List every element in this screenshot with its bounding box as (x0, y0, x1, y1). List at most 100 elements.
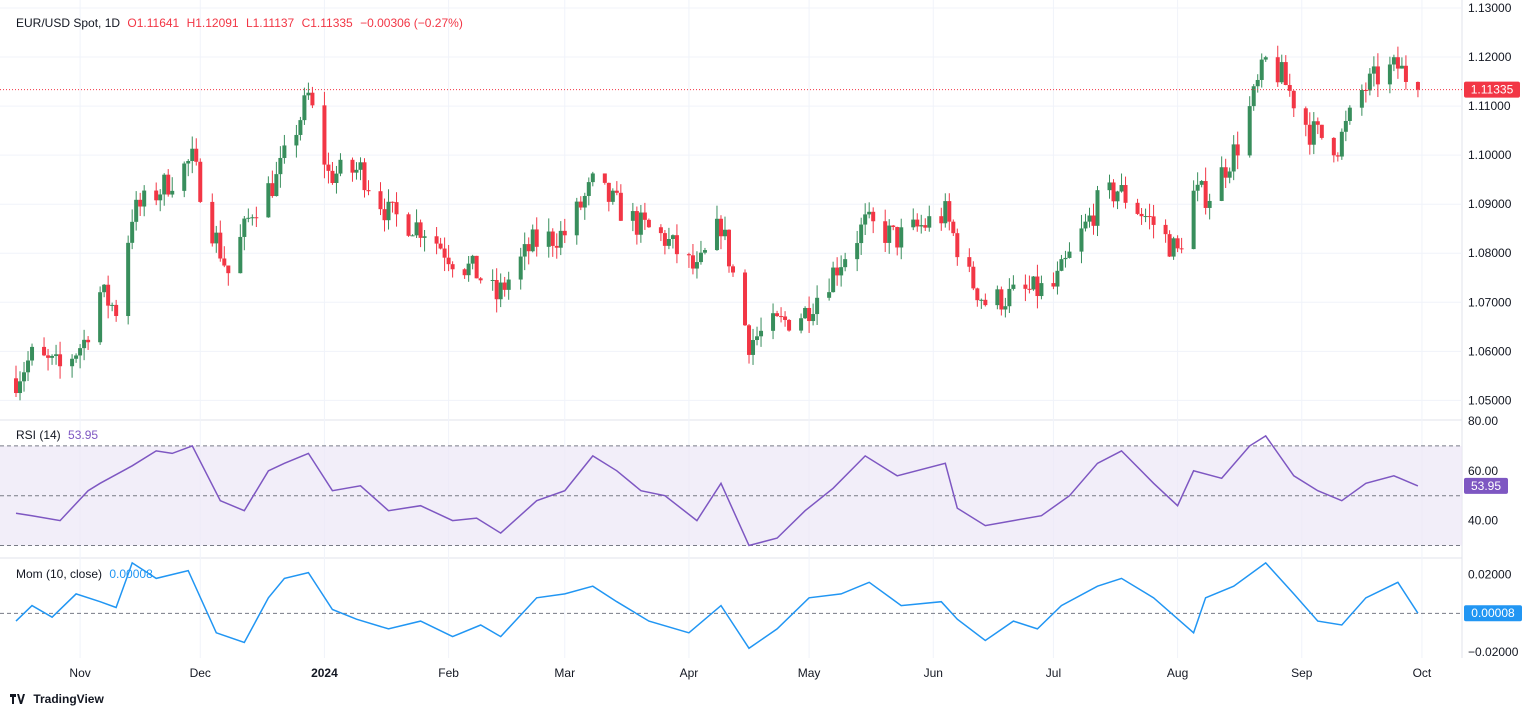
candle-body (1135, 202, 1140, 214)
candle-body (927, 216, 932, 228)
candle-body (1003, 306, 1008, 310)
open-value: O1.11641 (127, 16, 180, 30)
x-tick-label: Apr (680, 666, 699, 680)
candle-body (1319, 124, 1324, 138)
candle-body (1139, 213, 1144, 217)
candle-body (775, 313, 780, 317)
candle-body (170, 190, 175, 195)
candle-body (883, 221, 888, 243)
candle-body (550, 231, 555, 246)
candle-body (338, 159, 343, 174)
candle-body (434, 236, 439, 244)
candle-body (582, 195, 587, 208)
candle-body (686, 254, 691, 256)
candle-body (1067, 251, 1072, 258)
candle-body (943, 201, 948, 224)
candle-body (1291, 90, 1296, 109)
candle-body (1235, 144, 1240, 156)
candle-body (1143, 216, 1148, 218)
candle-body (771, 313, 776, 331)
rsi-legend: RSI (14) 53.95 (16, 428, 102, 442)
candle-body (855, 243, 860, 260)
candle-body (310, 92, 315, 106)
candle-body (670, 235, 675, 240)
rsi-value-badge (1464, 477, 1508, 494)
mom-legend: Mom (10, close) 0.00008 (16, 567, 157, 581)
rsi-value-label: 53.95 (1471, 479, 1501, 493)
candle-body (1079, 228, 1084, 252)
candle-body (1191, 190, 1196, 250)
candle-body (1231, 144, 1236, 172)
price-tick-label: 1.07000 (1468, 295, 1512, 309)
rsi-value: 53.95 (68, 428, 99, 442)
mom-value-label: 0.00008 (1471, 606, 1515, 620)
candle-body (1163, 224, 1168, 235)
candle-body (1315, 121, 1320, 125)
candle-body (759, 330, 764, 337)
price-tick-label: 1.09000 (1468, 197, 1512, 211)
candle-body (827, 292, 832, 298)
high-value: H1.12091 (186, 16, 239, 30)
candle-body (414, 222, 419, 236)
candle-body (14, 378, 19, 394)
candle-body (442, 248, 447, 258)
candle-body (815, 297, 820, 315)
candle-body (166, 174, 171, 195)
candle-body (951, 221, 956, 234)
candle-body (674, 235, 679, 255)
candle-body (198, 161, 203, 202)
candle-body (1111, 182, 1116, 202)
candle-body (1311, 121, 1316, 145)
candle-body (134, 199, 139, 222)
candle-body (743, 272, 748, 326)
candle-body (722, 229, 727, 237)
candle-body (803, 307, 808, 319)
candle-body (895, 227, 900, 248)
candle-body (586, 182, 591, 196)
candle-body (871, 211, 876, 222)
candle-body (606, 182, 611, 202)
candle-body (138, 199, 143, 207)
candle-body (330, 170, 335, 183)
candle-body (975, 288, 980, 301)
candle-body (382, 209, 387, 221)
candle-body (602, 173, 607, 183)
x-tick-label: Dec (190, 666, 211, 680)
candle-body (78, 348, 83, 356)
candle-body (578, 201, 583, 208)
candle-body (646, 219, 651, 228)
candle-body (923, 225, 928, 228)
candle-body (1347, 107, 1352, 121)
candle-body (1055, 270, 1060, 287)
candle-body (306, 92, 311, 96)
candle-body (839, 267, 844, 276)
candle-body (1007, 288, 1012, 307)
candle-body (50, 355, 55, 358)
candle-body (98, 292, 103, 343)
candle-body (42, 346, 47, 356)
candle-body (274, 174, 279, 197)
candle-body (1279, 62, 1284, 83)
tradingview-icon (10, 694, 25, 704)
candle-body (694, 262, 699, 269)
price-tick-label: 1.08000 (1468, 246, 1512, 260)
candle-body (490, 279, 495, 281)
candle-body (714, 218, 719, 251)
candle-body (130, 221, 135, 243)
candle-body (218, 232, 223, 259)
candle-body (1339, 131, 1344, 157)
candle-body (702, 250, 707, 253)
candle-body (422, 236, 427, 238)
candle-body (1083, 221, 1088, 229)
tradingview-logo[interactable]: TradingView (10, 692, 104, 706)
candle-body (142, 190, 147, 207)
symbol-label: EUR/USD Spot, 1D (16, 16, 121, 30)
candle-body (887, 225, 892, 243)
candle-body (1227, 171, 1232, 178)
price-tick-label: 1.10000 (1468, 148, 1512, 162)
candle-body (1203, 181, 1208, 208)
candle-body (226, 265, 231, 274)
x-tick-label: Jun (924, 666, 943, 680)
candle-body (1123, 185, 1128, 203)
candle-body (470, 255, 475, 264)
